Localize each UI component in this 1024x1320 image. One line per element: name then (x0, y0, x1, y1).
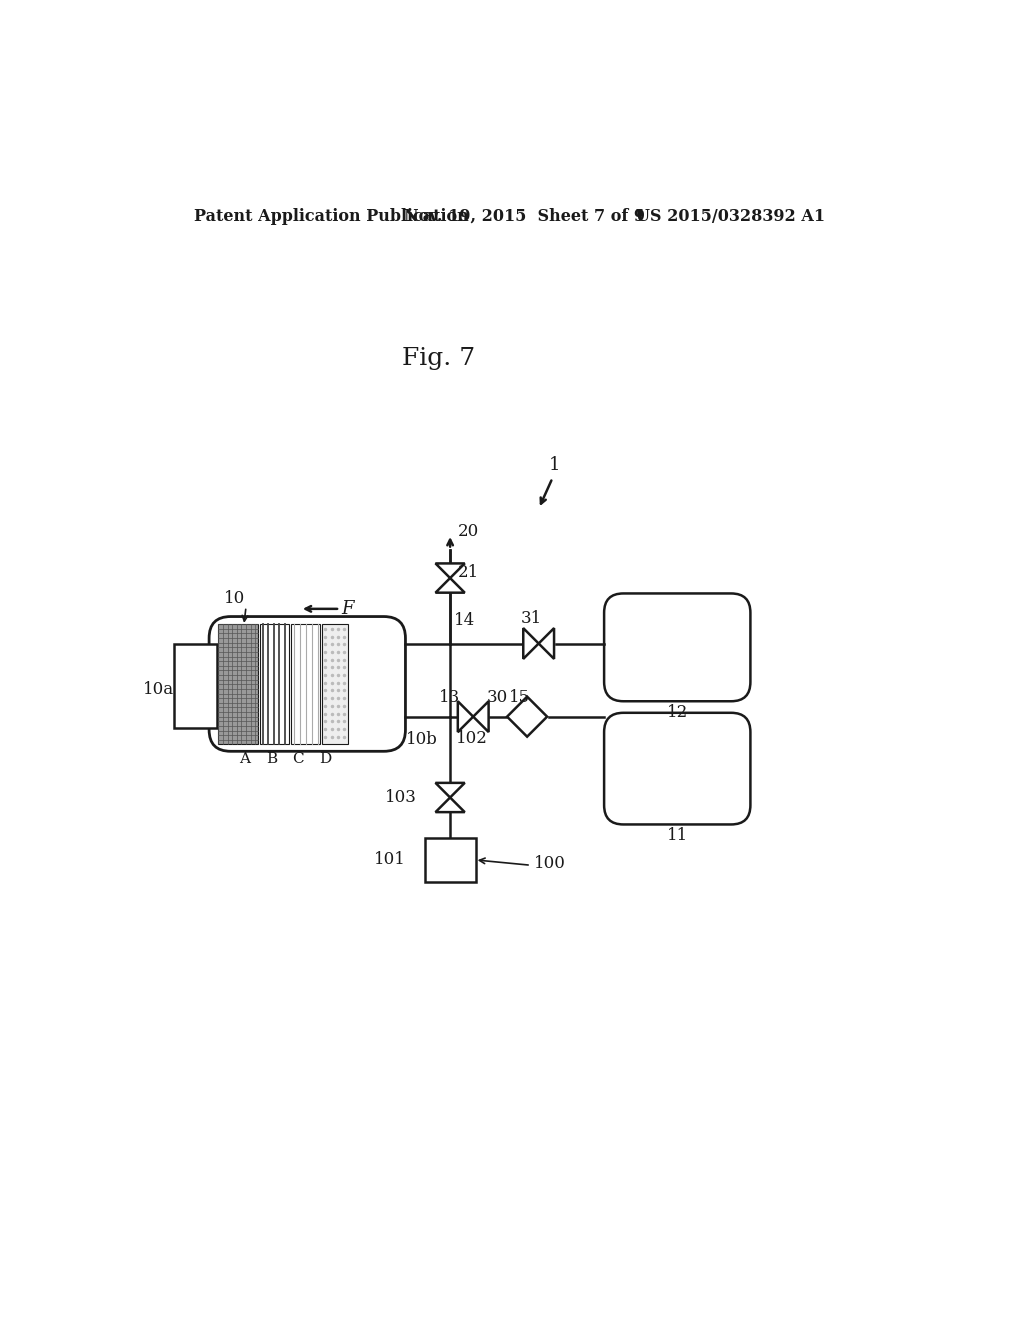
Text: 10: 10 (224, 590, 245, 607)
Polygon shape (507, 697, 547, 737)
Polygon shape (435, 564, 465, 578)
Bar (260, 624, 289, 743)
Polygon shape (539, 628, 554, 659)
Text: US 2015/0328392 A1: US 2015/0328392 A1 (636, 207, 824, 224)
Text: A: A (239, 752, 250, 766)
Text: 20: 20 (458, 523, 479, 540)
Text: 10a: 10a (143, 681, 174, 698)
Text: 11: 11 (667, 828, 688, 845)
Text: Patent Application Publication: Patent Application Publication (194, 207, 468, 224)
Text: 14: 14 (454, 612, 475, 628)
Text: D: D (319, 752, 332, 766)
Text: 12: 12 (667, 705, 688, 721)
Bar (218, 624, 258, 743)
Text: B: B (266, 752, 278, 766)
Text: 15: 15 (509, 689, 530, 706)
Text: 100: 100 (535, 855, 566, 873)
Polygon shape (435, 783, 465, 797)
Bar (322, 624, 348, 743)
FancyBboxPatch shape (604, 594, 751, 701)
Text: 1: 1 (548, 455, 560, 474)
Text: 10b: 10b (407, 731, 438, 748)
Text: 102: 102 (457, 730, 488, 747)
Polygon shape (458, 701, 473, 733)
Bar (291, 624, 319, 743)
Text: Nov. 19, 2015  Sheet 7 of 9: Nov. 19, 2015 Sheet 7 of 9 (403, 207, 645, 224)
Text: C: C (293, 752, 304, 766)
Text: F: F (341, 599, 354, 618)
Text: 103: 103 (385, 789, 417, 807)
Polygon shape (523, 628, 539, 659)
Text: 101: 101 (375, 851, 407, 869)
Polygon shape (435, 578, 465, 593)
FancyBboxPatch shape (604, 713, 751, 825)
Bar (425, 837, 475, 882)
Bar (174, 644, 217, 729)
Text: 13: 13 (439, 689, 460, 706)
Text: Fig. 7: Fig. 7 (402, 347, 475, 370)
Text: 31: 31 (520, 610, 542, 627)
Text: 30: 30 (486, 689, 508, 706)
Polygon shape (473, 701, 488, 733)
Polygon shape (435, 797, 465, 812)
Text: 21: 21 (458, 564, 479, 581)
FancyBboxPatch shape (209, 616, 406, 751)
